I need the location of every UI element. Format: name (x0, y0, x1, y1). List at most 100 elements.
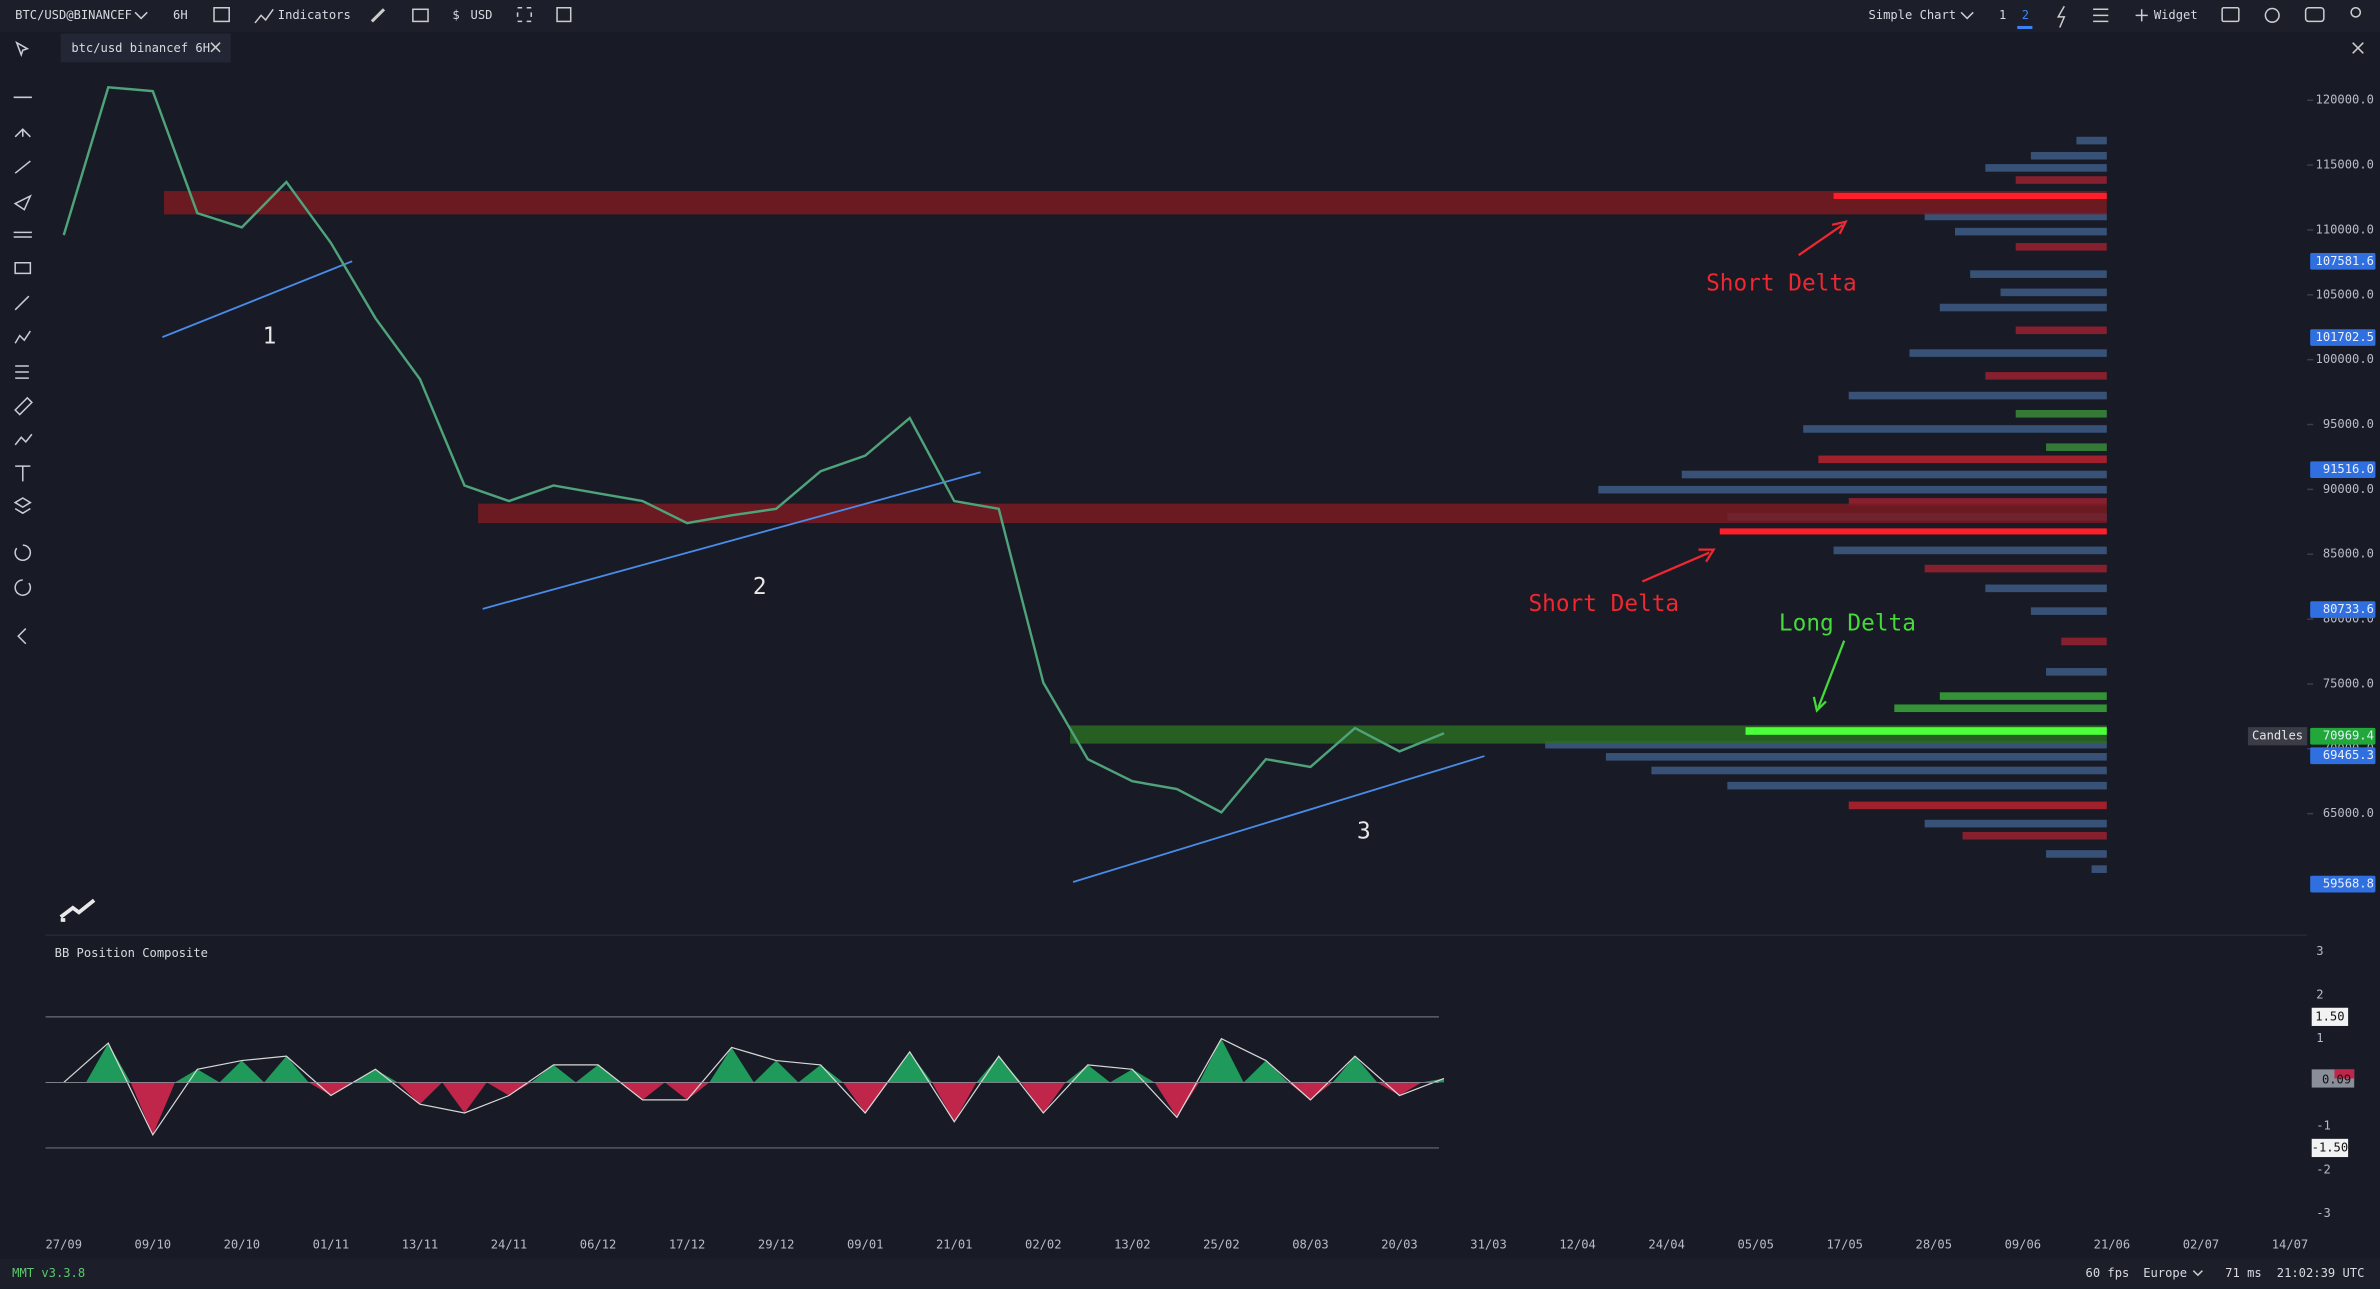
redo-button[interactable] (14, 579, 32, 596)
osc-tick-label: 2 (2316, 988, 2323, 1002)
trendline[interactable] (1072, 755, 1485, 883)
profile-bar (2030, 607, 2107, 615)
latency: 71 ms (2225, 1266, 2262, 1280)
y-tick-label: 85000.0 (2323, 547, 2374, 561)
close-button[interactable] (2352, 42, 2364, 54)
rect-tool[interactable] (14, 262, 32, 275)
profile-bar (1545, 740, 2107, 749)
user-icon[interactable] (2350, 7, 2362, 18)
price-tag-label: 101702.5 (2316, 330, 2374, 344)
layout-2[interactable]: 2 (2022, 8, 2029, 22)
trend-label: 3 (1357, 818, 1371, 844)
tab-close[interactable] (210, 42, 221, 53)
indicators-icon (254, 8, 274, 24)
ruler-tool[interactable] (14, 396, 33, 416)
osc-area (486, 1082, 532, 1096)
x-tick-label: 08/03 (1292, 1237, 1329, 1251)
x-tick-label: 14/07 (2272, 1237, 2309, 1251)
widget-button[interactable]: Widget (2154, 8, 2198, 22)
save-icon[interactable] (556, 7, 572, 23)
profile-bar (1605, 753, 2107, 761)
fork-tool[interactable] (14, 128, 31, 138)
collapse-button[interactable] (17, 628, 27, 645)
tab-title[interactable]: btc/usd binancef 6H (71, 41, 210, 55)
tab[interactable] (60, 33, 231, 63)
text-tool[interactable] (15, 465, 31, 482)
y-tick-label: 100000.0 (2316, 352, 2374, 366)
camera-icon[interactable] (2221, 7, 2240, 23)
profile-bar (1848, 498, 2107, 506)
profile-bar (1833, 546, 2107, 555)
profile-bar (2046, 443, 2107, 451)
delta-highlight (1745, 727, 2107, 735)
x-tick-label: 27/09 (46, 1237, 83, 1251)
undo-button[interactable] (14, 544, 32, 561)
trendline[interactable] (482, 471, 981, 610)
x-tick-label: 01/11 (313, 1237, 350, 1251)
top-toolbar (0, 0, 2380, 33)
osc-last-tag-accent (2334, 1069, 2355, 1079)
settings-icon[interactable] (2264, 7, 2280, 23)
left-toolbar (0, 32, 45, 1259)
osc-area (219, 1060, 265, 1083)
dropdown-icon (2192, 1270, 2203, 1277)
layout-1[interactable]: 1 (1999, 8, 2006, 22)
indicators-button[interactable]: Indicators (278, 8, 351, 22)
profile-bar (2015, 176, 2107, 184)
trendline[interactable] (162, 260, 353, 338)
osc-area (1110, 1069, 1155, 1083)
layers-tool[interactable] (13, 497, 32, 515)
trend-label: 1 (263, 324, 277, 350)
folder-icon[interactable] (412, 8, 429, 23)
tool-icons (13, 40, 33, 645)
annotation: Short Delta (1528, 591, 1679, 617)
profile-bar (2091, 865, 2107, 873)
brush-tool[interactable] (14, 295, 30, 311)
osc-last-label: 0.09 (2322, 1072, 2351, 1086)
profile-bar (1909, 349, 2107, 357)
region[interactable]: Europe (2143, 1266, 2187, 1280)
chart-style-icon[interactable] (213, 7, 230, 23)
chart-tool[interactable] (14, 330, 31, 344)
osc-area (353, 1069, 398, 1083)
fullscreen-icon[interactable] (516, 7, 533, 23)
y-tick-label: 110000.0 (2316, 222, 2374, 236)
zone (478, 503, 2107, 524)
channel-tool[interactable] (13, 231, 32, 238)
price-tag-label: 80733.6 (2323, 602, 2374, 616)
vr-icon[interactable] (2304, 7, 2325, 23)
profile-bar (1985, 584, 2107, 593)
arrow-tool[interactable] (13, 194, 32, 211)
alert-icon[interactable] (2056, 5, 2066, 28)
profile-bar (2030, 151, 2107, 160)
osc-area (976, 1056, 1022, 1083)
list-icon[interactable] (2093, 8, 2109, 23)
x-tick-label: 09/06 (2005, 1237, 2041, 1251)
path-tool[interactable] (14, 160, 31, 174)
osc-area (931, 1082, 977, 1122)
chart-type[interactable]: Simple Chart (1868, 8, 1956, 22)
plus-icon (2135, 9, 2148, 22)
fib-tool[interactable] (15, 365, 29, 379)
profile-bar (1924, 212, 2107, 221)
cursor-tool[interactable] (15, 40, 30, 58)
interval[interactable]: 6H (173, 8, 188, 22)
profile-bar (2046, 668, 2107, 676)
profile-bar (1818, 455, 2107, 464)
y-tick-label: 120000.0 (2316, 93, 2374, 107)
zone (163, 191, 2107, 215)
arrow (1641, 548, 1716, 583)
x-tick-label: 21/01 (936, 1237, 973, 1251)
x-tick-label: 24/04 (1648, 1237, 1685, 1251)
profile-bar (1955, 227, 2107, 236)
draw-icon[interactable] (370, 8, 386, 23)
profile-bar (1985, 164, 2107, 172)
osc-area (1021, 1082, 1066, 1113)
measure-tool[interactable] (14, 433, 33, 446)
price-tag (2310, 875, 2376, 893)
symbol[interactable]: BTC/USD@BINANCEF (15, 8, 132, 22)
price-tag (2310, 461, 2376, 479)
osc-area (1199, 1038, 1244, 1083)
currency[interactable]: USD (471, 8, 493, 22)
